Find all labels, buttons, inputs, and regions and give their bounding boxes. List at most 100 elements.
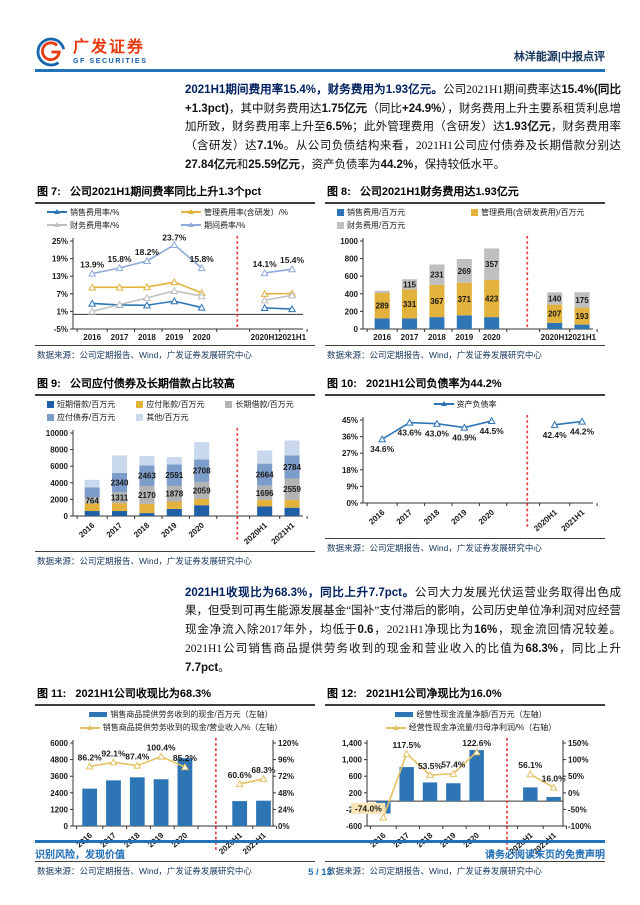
figure-title: 图 10: 2021H1公司负债率为44.2%	[325, 373, 605, 394]
svg-text:1,000: 1,000	[342, 756, 363, 765]
chart-expense-amounts: 0 200 400 600 800 1000 2016 2017 2018 2019 2020 202…	[340, 235, 598, 342]
svg-text:2400: 2400	[50, 789, 68, 798]
chart-period-expense-ratio: -5% 1% 7% 13% 19% 25% 2016 2017 2018 2019 2020 2020…	[52, 232, 308, 342]
chart-debt-ratio: 0% 9% 18% 27% 36% 45% 2016 2017 2018 2019 2020 2020…	[342, 414, 598, 533]
svg-text:2016: 2016	[83, 333, 101, 342]
svg-text:2018: 2018	[132, 520, 152, 539]
figure-rule	[325, 344, 605, 346]
legend-square-swatch	[47, 400, 54, 408]
legend-label: 管理费用率(含研发）/%	[204, 207, 288, 217]
svg-text:13%: 13%	[52, 272, 68, 281]
svg-text:2016: 2016	[77, 520, 97, 539]
legend-item: 经营性现金流量净额/百万元（左轴）	[337, 709, 605, 720]
svg-text:15.8%: 15.8%	[107, 254, 132, 264]
svg-text:120%: 120%	[278, 739, 298, 748]
paragraph-text: 15.4%(同比+1.3pct)	[185, 84, 621, 115]
svg-text:269: 269	[458, 267, 472, 276]
figure-source: 数据来源：公司定期报告、Wind，广发证券发展研究中心	[37, 555, 252, 566]
paragraph-cash-ratio-analysis: 2021H1收现比为68.3%，同比上升7.7pct。公司大力发展光伏运营业务取…	[185, 584, 621, 678]
gf-logo: 广发证券 GF SECURITIES	[35, 36, 147, 68]
figure-title-text: 2021H1公司负债率为44.2%	[365, 377, 502, 390]
svg-text:2017: 2017	[395, 507, 415, 526]
svg-text:1%: 1%	[56, 307, 68, 316]
svg-text:2019: 2019	[159, 520, 179, 539]
paragraph-text: 27.84亿元	[185, 158, 237, 171]
figure-legend: 短期借款/百万元 应付账款/百万元 长期借款/百万元 应付债券/百万元 其他/百万元	[35, 396, 315, 424]
svg-text:19%: 19%	[52, 254, 68, 263]
chart-debt-structure: 0 2000 4000 6000 8000 10000 2016 2017 2018 2019 20…	[46, 427, 308, 546]
figure-rule	[325, 861, 605, 863]
brand-name-cn: 广发证券	[73, 38, 146, 56]
svg-text:140: 140	[548, 294, 562, 303]
figure-label: 图 9:	[37, 377, 61, 390]
legend-bar-swatch	[395, 712, 414, 718]
svg-text:231: 231	[430, 270, 444, 279]
figure-rule	[35, 393, 315, 396]
svg-text:36%: 36%	[342, 432, 358, 441]
svg-text:18%: 18%	[342, 465, 358, 474]
figure-8: 图 8: 公司2021H1财务费用达1.93亿元 销售费用/百万元 管理费用(含研…	[325, 181, 605, 361]
figure-rule	[35, 344, 315, 346]
svg-text:2021H1: 2021H1	[270, 520, 297, 546]
figure-rule	[35, 201, 315, 204]
legend-item: 管理费用(含研发费用)/百万元	[471, 207, 605, 218]
svg-text:600: 600	[345, 272, 359, 281]
legend-bar-swatch	[89, 712, 108, 718]
paragraph-text: （同比	[367, 102, 403, 115]
svg-text:34.6%: 34.6%	[370, 444, 395, 454]
svg-text:56.1%: 56.1%	[518, 761, 543, 771]
svg-text:423: 423	[485, 294, 499, 303]
svg-text:600: 600	[349, 773, 363, 782]
legend-line-marker-icon	[385, 724, 406, 732]
paragraph-text: ，资产负债率为	[300, 158, 381, 171]
svg-text:0: 0	[64, 512, 69, 521]
legend-item: 应付债券/百万元	[47, 412, 136, 423]
figure-grid-row-3: 图 11: 2021H1公司收现比为68.3% 销售商品提供劳务收到的现金/百万…	[35, 683, 605, 885]
figure-grid-row-1: 图 7: 公司2021H1期间费率同比上升1.3个pct 销售费用率/% 管理费用…	[35, 181, 605, 369]
svg-text:0%: 0%	[278, 822, 290, 831]
svg-text:2020: 2020	[193, 333, 211, 342]
svg-text:371: 371	[458, 295, 472, 304]
figure-rule	[35, 861, 315, 863]
svg-text:2059: 2059	[193, 486, 211, 495]
svg-text:2020H1: 2020H1	[532, 507, 559, 533]
svg-text:200: 200	[349, 789, 363, 798]
legend-square-swatch	[136, 400, 144, 408]
svg-text:800: 800	[345, 254, 359, 263]
svg-text:0%: 0%	[346, 499, 358, 508]
figure-legend: 销售商品提供劳务收到的现金/百万元（左轴） 销售商品提供劳务收到的现金/营业收入/…	[35, 706, 315, 734]
svg-text:6000: 6000	[50, 739, 68, 748]
svg-text:72%: 72%	[278, 773, 294, 782]
paragraph-text: ，2021H1净现比为	[373, 624, 475, 637]
svg-text:14.1%: 14.1%	[253, 259, 278, 269]
svg-text:50%: 50%	[568, 773, 584, 782]
svg-text:60.6%: 60.6%	[228, 770, 253, 780]
svg-text:3600: 3600	[50, 773, 68, 782]
legend-line-marker-icon	[47, 221, 67, 229]
svg-text:1696: 1696	[256, 488, 274, 497]
paragraph-text: 6.5%	[325, 121, 353, 134]
svg-text:2463: 2463	[138, 471, 156, 480]
svg-text:100%: 100%	[568, 756, 588, 765]
page-header: 广发证券 GF SECURITIES 林洋能源|中报点评	[35, 36, 605, 68]
figure-grid-row-2: 图 9: 公司应付债券及长期借款占比较高 短期借款/百万元 应付账款/百万元 长期借…	[35, 373, 605, 575]
legend-square-swatch	[225, 400, 233, 408]
svg-text:2017: 2017	[105, 520, 125, 539]
paragraph-text: 1.93亿元	[504, 121, 551, 134]
paragraph-text: 。	[218, 661, 230, 674]
figure-title: 图 12: 2021H1公司净现比为16.0%	[325, 683, 605, 704]
svg-text:-74.0%: -74.0%	[355, 804, 382, 814]
svg-text:1200: 1200	[50, 806, 68, 815]
svg-text:8000: 8000	[50, 445, 68, 454]
brand-name-en: GF SECURITIES	[73, 57, 148, 65]
svg-text:207: 207	[548, 309, 562, 318]
svg-text:24%: 24%	[278, 806, 294, 815]
svg-text:23.7%: 23.7%	[162, 232, 187, 242]
svg-text:85.2%: 85.2%	[173, 753, 198, 763]
figure-label: 图 12:	[327, 688, 357, 701]
paragraph-text: ，保持较低水平。	[413, 158, 506, 171]
svg-text:4800: 4800	[50, 756, 68, 765]
svg-text:2019: 2019	[449, 507, 469, 526]
legend-item: 销售费用/百万元	[337, 207, 471, 218]
svg-text:2016: 2016	[373, 333, 391, 342]
